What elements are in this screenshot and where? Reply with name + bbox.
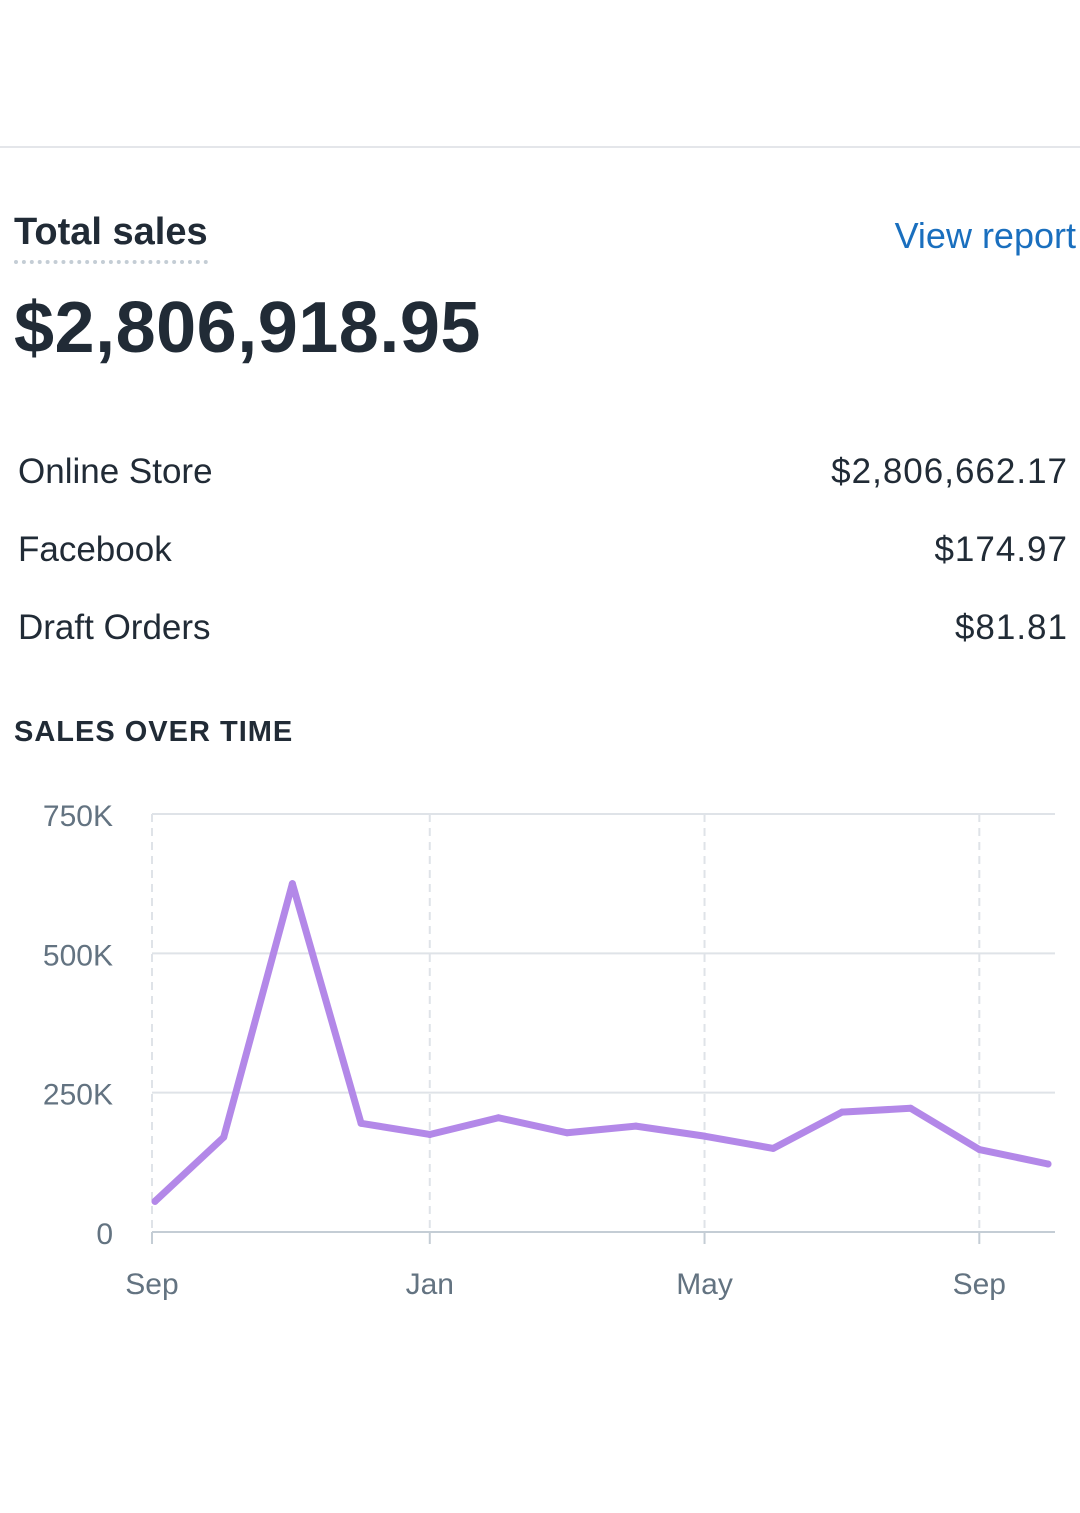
x-tick-label: May bbox=[676, 1268, 733, 1301]
breakdown-label: Facebook bbox=[18, 530, 172, 569]
breakdown-row-facebook: Facebook $174.97 bbox=[18, 520, 1068, 598]
data-point bbox=[838, 1108, 846, 1116]
data-point bbox=[632, 1122, 640, 1130]
breakdown-label: Online Store bbox=[18, 452, 213, 491]
data-point bbox=[494, 1114, 502, 1122]
sales-over-time-chart: 0 250K 500K 750K Sep Jan May Sep bbox=[43, 800, 1055, 1301]
sales-series-line bbox=[151, 880, 1052, 1205]
breakdown-value: $2,806,662.17 bbox=[831, 452, 1068, 491]
sales-over-time-heading: SALES OVER TIME bbox=[14, 716, 294, 748]
card-header: Total sales View report bbox=[14, 208, 1076, 268]
sales-breakdown: Online Store $2,806,662.17 Facebook $174… bbox=[18, 442, 1068, 676]
breakdown-row-draft-orders: Draft Orders $81.81 bbox=[18, 598, 1068, 676]
chart-grid bbox=[151, 813, 1055, 1244]
data-point bbox=[701, 1132, 709, 1140]
y-tick-label: 500K bbox=[43, 939, 113, 972]
breakdown-value: $81.81 bbox=[954, 608, 1068, 647]
y-tick-label: 750K bbox=[43, 800, 113, 833]
breakdown-row-online-store: Online Store $2,806,662.17 bbox=[18, 442, 1068, 520]
x-tick-label: Sep bbox=[125, 1268, 178, 1301]
data-point bbox=[220, 1133, 228, 1141]
data-point bbox=[151, 1197, 159, 1205]
data-point bbox=[426, 1130, 434, 1138]
y-tick-label: 0 bbox=[96, 1218, 113, 1251]
x-axis-ticks: Sep Jan May Sep bbox=[125, 1268, 1006, 1301]
top-bar bbox=[0, 0, 1080, 148]
breakdown-label: Draft Orders bbox=[18, 608, 211, 647]
data-point bbox=[288, 880, 296, 888]
view-report-link[interactable]: View report bbox=[894, 215, 1076, 256]
data-point bbox=[769, 1144, 777, 1152]
y-tick-label: 250K bbox=[43, 1079, 113, 1112]
data-point bbox=[1044, 1160, 1052, 1168]
y-axis-ticks: 0 250K 500K 750K bbox=[43, 800, 113, 1251]
data-point bbox=[907, 1104, 915, 1112]
x-tick-label: Jan bbox=[406, 1268, 454, 1301]
breakdown-value: $174.97 bbox=[934, 530, 1068, 569]
data-point bbox=[563, 1129, 571, 1137]
chart-series bbox=[151, 880, 1052, 1205]
data-point bbox=[357, 1119, 365, 1127]
total-sales-value: $2,806,918.95 bbox=[14, 288, 481, 368]
data-point bbox=[975, 1146, 983, 1154]
x-tick-label: Sep bbox=[953, 1268, 1006, 1301]
card-title[interactable]: Total sales bbox=[14, 208, 208, 264]
